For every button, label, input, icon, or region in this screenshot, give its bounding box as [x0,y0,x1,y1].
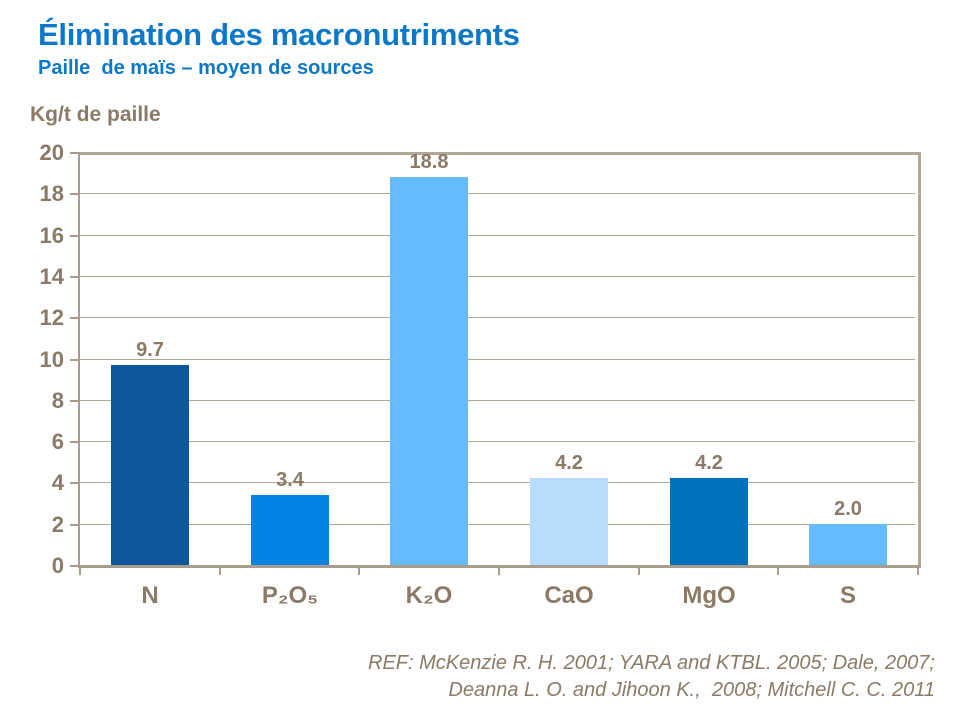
x-axis-label: P₂O₅ [261,582,319,609]
gridline [80,523,915,525]
gridline [80,482,915,484]
gridline [80,234,915,236]
y-axis-tick-mark [70,193,78,196]
y-axis-tick-label: 8 [51,387,64,413]
y-axis-tick-label: 18 [39,181,64,207]
y-axis-tick-label: 4 [51,470,64,496]
bar-K₂O [390,177,468,565]
y-axis-tick-mark [70,523,78,526]
chart-subtitle: Paille de maïs – moyen de sources [38,57,374,79]
reference-line-1: REF: McKenzie R. H. 2001; YARA and KTBL.… [368,652,935,674]
bar-S [809,524,887,565]
y-axis-tick-label: 20 [39,140,64,165]
bar-MgO [670,478,748,565]
y-axis-tick-mark [70,358,78,361]
x-axis-tick-mark [79,568,81,575]
x-axis-label: N [141,582,159,609]
x-axis-label: MgO [682,582,736,609]
x-axis-tick-mark [917,568,919,575]
gridline [80,275,915,277]
gridline [80,441,915,443]
x-axis-tick-mark [777,568,780,575]
y-axis-tick-label: 0 [51,553,64,578]
bar-value-label: 3.4 [276,469,304,491]
bar-value-label: 18.8 [409,151,449,173]
y-axis-tick-mark [70,152,78,154]
x-axis-line [78,565,921,568]
bar-CaO [530,478,608,565]
y-axis-tick-label: 6 [51,429,64,455]
x-axis-tick-mark [498,568,500,575]
y-axis-tick-mark [70,234,78,237]
y-axis-tick-label: 16 [39,222,64,248]
x-axis-label: K₂O [405,582,453,609]
plot-border-right [918,152,921,568]
x-axis-tick-mark [637,568,640,575]
gridline [80,317,915,319]
y-axis-tick-mark [70,565,78,567]
x-axis-tick-mark [218,568,221,575]
reference-line-2: Deanna L. O. and Jihoon K., 2008; Mitche… [448,679,935,701]
chart-title: Élimination des macronutriments [38,17,520,52]
y-axis-tick-mark [70,399,78,402]
bar-value-label: 9.7 [136,339,164,361]
y-axis-line [78,152,80,568]
y-axis-tick-mark [70,482,78,485]
bar-N [111,365,189,565]
y-axis-tick-label: 2 [51,511,64,537]
y-axis-tick-mark [70,275,78,278]
gridline [80,399,915,401]
y-axis-tick-mark [70,317,78,320]
y-axis-title: Kg/t de paille [30,103,161,126]
gridline [80,193,915,195]
bar-value-label: 2.0 [834,498,862,520]
x-axis-label: CaO [544,582,594,609]
bar-value-label: 4.2 [695,452,723,474]
y-axis-tick-label: 14 [39,263,64,289]
gridline [80,358,915,360]
bar-value-label: 4.2 [555,452,583,474]
y-axis-tick-label: 10 [39,346,64,372]
reference-text: REF: McKenzie R. H. 2001; YARA and KTBL.… [368,650,935,704]
x-axis-label: S [839,582,856,609]
y-axis-tick-label: 12 [39,305,64,331]
bar-P₂O₅ [251,495,329,565]
y-axis-tick-mark [70,441,78,444]
x-axis-tick-mark [358,568,361,575]
plot-border-top [78,152,921,155]
